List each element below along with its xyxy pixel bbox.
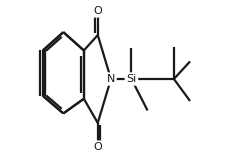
Text: Si: Si [126, 74, 137, 84]
Text: O: O [93, 6, 102, 16]
Text: O: O [93, 142, 102, 152]
Text: N: N [107, 74, 115, 84]
